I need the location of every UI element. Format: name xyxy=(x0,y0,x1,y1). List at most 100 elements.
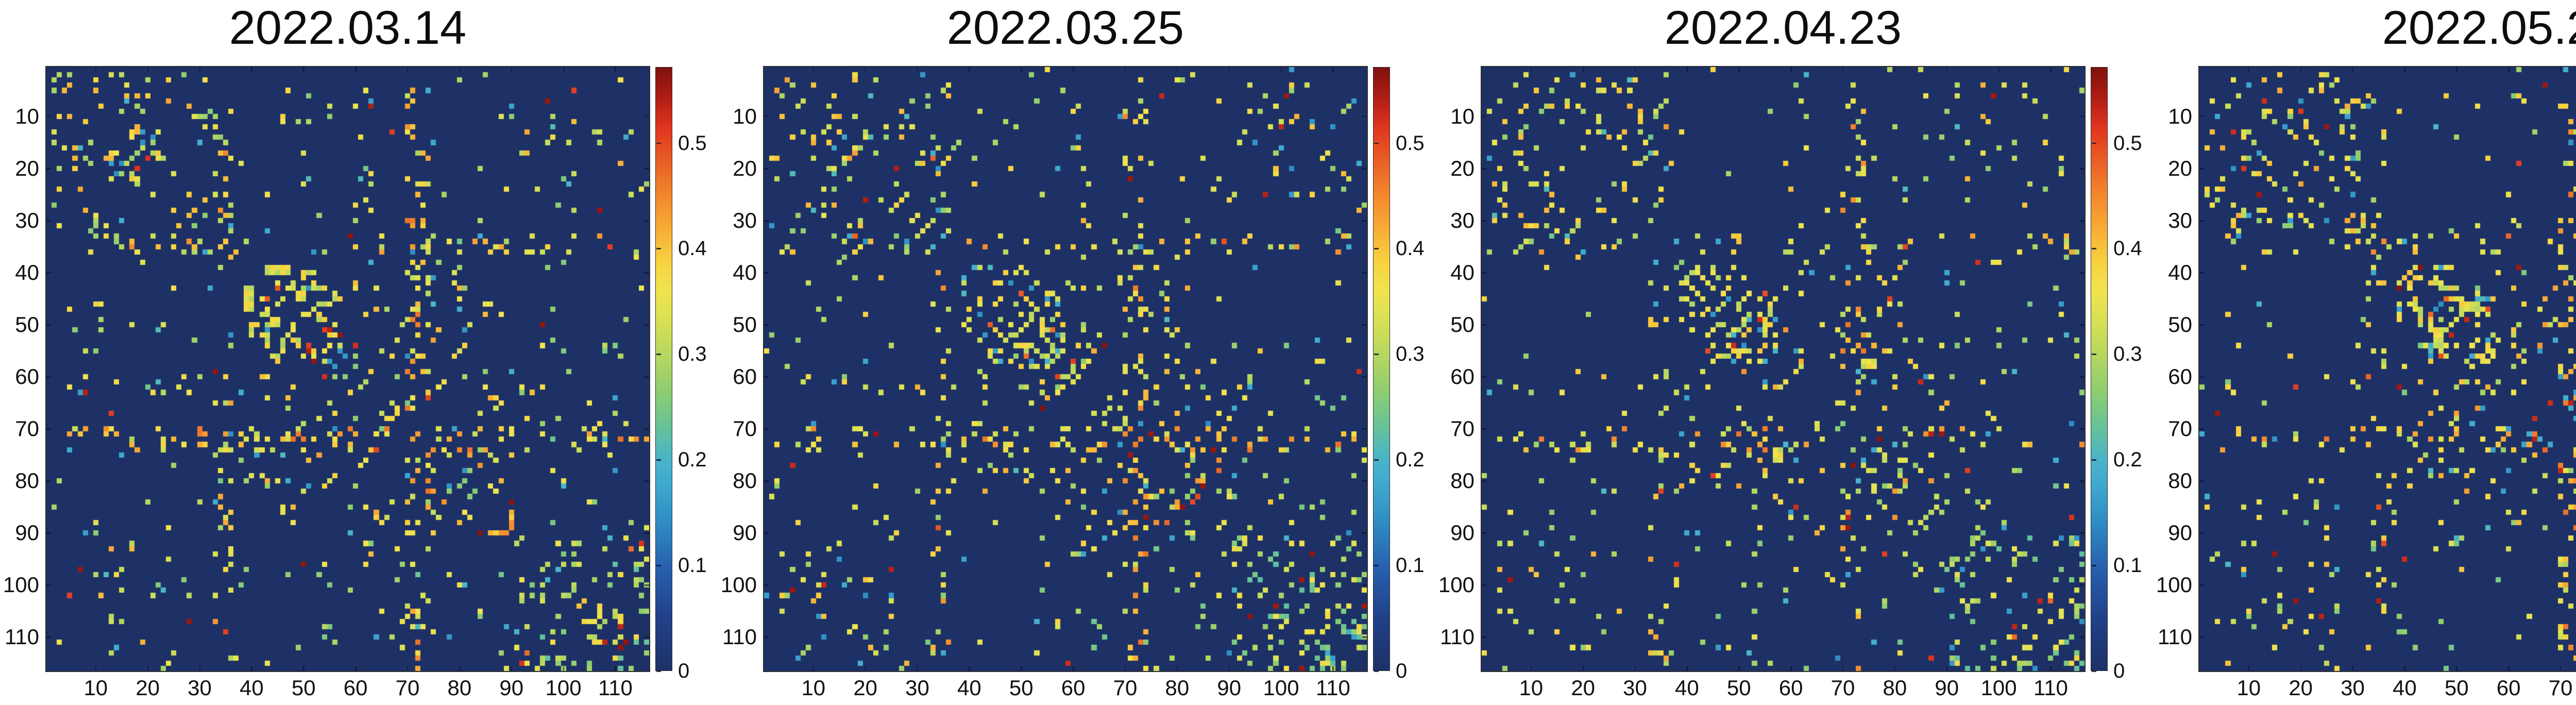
x-tick-mark-top xyxy=(459,67,461,72)
y-tick-mark xyxy=(764,480,769,482)
colorbar-tick-label: 0.2 xyxy=(678,448,707,472)
x-tick-mark xyxy=(1021,666,1022,671)
y-tick-mark xyxy=(2199,324,2204,326)
y-tick-mark xyxy=(1482,220,1486,222)
x-tick-mark-top xyxy=(1582,67,1584,72)
y-tick-mark-right xyxy=(1362,376,1367,378)
y-tick-mark xyxy=(46,324,51,326)
y-tick-label: 30 xyxy=(1450,208,1475,233)
x-tick-label: 70 xyxy=(2548,676,2573,700)
y-tick-mark-right xyxy=(645,115,649,118)
y-tick-label: 80 xyxy=(2168,468,2192,493)
y-tick-mark xyxy=(1482,168,1486,170)
y-tick-mark xyxy=(46,168,51,170)
x-tick-mark xyxy=(1842,666,1844,671)
panel-title: 2022.03.25 xyxy=(946,2,1184,54)
x-tick-mark xyxy=(1894,666,1896,671)
x-tick-label: 80 xyxy=(447,676,472,700)
x-tick-mark-top xyxy=(1842,67,1844,72)
x-tick-mark-top xyxy=(563,67,565,72)
y-tick-label: 30 xyxy=(733,208,757,233)
heatmap-panel-4: 2022.05.28 10 20 30 40 50 60 70 80 90 100 110 10 20 3… xyxy=(2153,0,2576,705)
colorbar-tick-mark xyxy=(2092,670,2096,672)
colorbar-tick-label: 0.4 xyxy=(2113,237,2142,260)
y-tick-mark-right xyxy=(1362,220,1367,222)
x-tick-label: 50 xyxy=(1009,676,1033,700)
x-tick-mark xyxy=(1280,666,1282,671)
x-tick-mark xyxy=(2050,666,2052,671)
y-tick-mark-right xyxy=(645,636,649,638)
colorbar-tick-label: 0.1 xyxy=(678,554,707,577)
x-tick-mark xyxy=(1738,666,1740,671)
x-tick-mark-top xyxy=(355,67,357,72)
x-tick-mark-top xyxy=(95,67,97,72)
x-tick-label: 10 xyxy=(83,676,108,700)
x-tick-label: 110 xyxy=(1315,676,1350,700)
colorbar-tick-mark xyxy=(2092,354,2096,355)
y-tick-mark xyxy=(1482,115,1486,118)
y-tick-label: 40 xyxy=(15,260,39,285)
y-tick-mark-right xyxy=(645,480,649,482)
y-tick-mark-right xyxy=(1362,480,1367,482)
y-tick-mark xyxy=(764,532,769,534)
heatmap-plot-area xyxy=(1481,66,2086,672)
x-tick-mark xyxy=(251,666,252,671)
x-tick-label: 90 xyxy=(1217,676,1242,700)
x-tick-mark-top xyxy=(2456,67,2458,72)
x-tick-label: 10 xyxy=(801,676,826,700)
y-tick-mark xyxy=(2199,376,2204,378)
x-tick-label: 30 xyxy=(1623,676,1647,700)
y-tick-label: 30 xyxy=(15,208,39,233)
y-tick-mark-right xyxy=(2080,636,2084,638)
y-tick-mark xyxy=(1482,584,1486,586)
colorbar-tick-label: 0.1 xyxy=(1396,554,1425,577)
y-tick-label: 50 xyxy=(1450,312,1475,337)
heatmap-canvas xyxy=(2199,67,2576,671)
heatmap-plot-area xyxy=(2198,66,2576,672)
x-tick-label: 110 xyxy=(2033,676,2068,700)
colorbar-tick-label: 0 xyxy=(2113,660,2125,682)
colorbar-tick-mark xyxy=(2092,565,2096,566)
y-tick-mark xyxy=(46,636,51,638)
y-tick-label: 50 xyxy=(2168,312,2192,337)
colorbar-tick-mark xyxy=(656,142,661,144)
y-tick-mark-right xyxy=(1362,115,1367,118)
y-tick-mark xyxy=(46,532,51,534)
y-tick-label: 60 xyxy=(2168,364,2192,389)
x-tick-mark xyxy=(2248,666,2250,671)
y-tick-mark xyxy=(46,272,51,274)
x-tick-label: 10 xyxy=(1519,676,1544,700)
x-tick-label: 30 xyxy=(2341,676,2365,700)
x-tick-label: 20 xyxy=(1571,676,1596,700)
y-tick-mark xyxy=(2199,168,2204,170)
x-tick-mark xyxy=(969,666,970,671)
x-tick-mark xyxy=(1228,666,1230,671)
y-tick-mark xyxy=(2199,115,2204,118)
x-tick-mark-top xyxy=(2404,67,2405,72)
colorbar-tick-mark xyxy=(656,459,661,461)
y-tick-label: 40 xyxy=(733,260,757,285)
x-tick-label: 80 xyxy=(1165,676,1190,700)
heatmap-panel-2: 2022.03.25 10 20 30 40 50 60 70 80 90 100 110 10 20 3… xyxy=(718,0,1435,705)
y-tick-mark-right xyxy=(1362,532,1367,534)
x-tick-mark-top xyxy=(511,67,513,72)
x-tick-mark xyxy=(459,666,461,671)
y-tick-mark-right xyxy=(645,532,649,534)
colorbar-tick-label: 0.4 xyxy=(1396,237,1425,260)
x-tick-mark xyxy=(1530,666,1532,671)
heatmap-plot-area xyxy=(763,66,1368,672)
x-tick-mark-top xyxy=(865,67,867,72)
y-tick-label: 90 xyxy=(2168,521,2192,545)
y-tick-mark xyxy=(764,428,769,430)
x-tick-label: 100 xyxy=(545,676,582,700)
x-tick-label: 100 xyxy=(1980,676,2017,700)
y-tick-label: 10 xyxy=(2168,104,2192,128)
heatmap-panel-3: 2022.04.23 10 20 30 40 50 60 70 80 90 100 110 10 20 3… xyxy=(1435,0,2153,705)
colorbar-tick-label: 0 xyxy=(678,660,690,682)
y-tick-mark-right xyxy=(645,428,649,430)
y-tick-mark xyxy=(1482,324,1486,326)
panel-title: 2022.04.23 xyxy=(1664,2,1902,54)
colorbar-tick-label: 0.3 xyxy=(1396,343,1425,366)
x-tick-label: 30 xyxy=(905,676,929,700)
colorbar-tick-mark xyxy=(1374,248,1379,249)
